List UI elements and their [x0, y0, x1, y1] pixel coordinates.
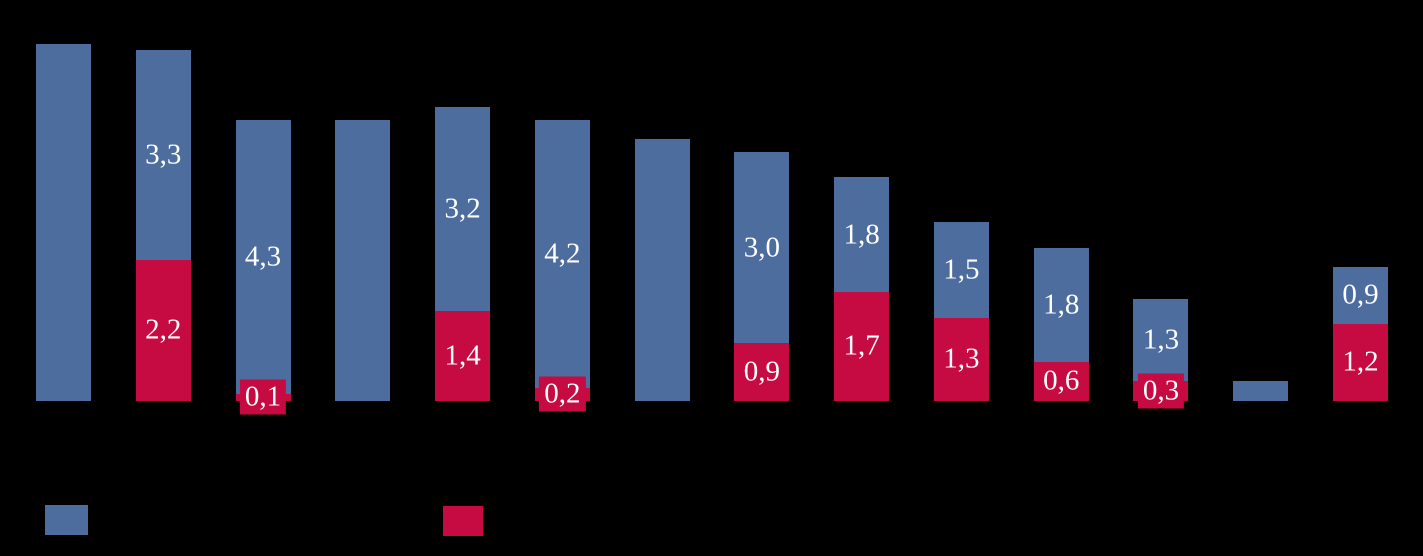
bar-segment-blue [1233, 381, 1289, 401]
bar-segment-blue [1133, 298, 1189, 382]
bar-label-blue: 0,9 [1342, 278, 1379, 311]
bar-segment-blue [634, 139, 690, 401]
bar-label-red: 0,6 [1038, 363, 1085, 399]
bar-segment-blue [734, 151, 790, 344]
bar-label-blue: 4,2 [544, 237, 581, 270]
bar-label-blue: 4,3 [244, 240, 282, 273]
bar-label-blue: 1,8 [843, 218, 880, 251]
bar-segment-blue [834, 177, 890, 293]
bar-segment-blue [335, 120, 391, 401]
bar-label-red: 1,3 [938, 341, 985, 377]
bar-label-red: 2,2 [140, 312, 187, 348]
bar-segment-blue [435, 107, 491, 312]
bar-label-blue: 3,0 [743, 231, 780, 263]
bar-segment-blue [135, 49, 191, 261]
bar-segment-blue [1333, 266, 1388, 324]
bar-label-red: 0,3 [1137, 373, 1185, 409]
bar-label-red: 0,2 [539, 376, 586, 412]
bar-segment-blue [1033, 247, 1089, 363]
bar-label-blue: 1,5 [943, 253, 980, 286]
bar-label-blue: 3,3 [145, 138, 182, 171]
bar-label-red: 1,4 [439, 338, 486, 374]
bar-segment-blue [235, 120, 291, 395]
bar-label-blue: 1,8 [1043, 288, 1080, 321]
bar-label-blue: 3,2 [444, 192, 481, 225]
bar-label-red: 0,1 [239, 379, 287, 415]
bar-segment-blue [36, 43, 91, 401]
bar-label-red: 0,9 [738, 354, 785, 390]
bar-segment-blue [534, 120, 590, 388]
bar-label-red: 1,7 [838, 328, 885, 364]
bar-label-blue: 1,3 [1142, 323, 1180, 356]
bar-label-red: 1,2 [1337, 344, 1384, 380]
bar-segment-blue [933, 222, 989, 318]
